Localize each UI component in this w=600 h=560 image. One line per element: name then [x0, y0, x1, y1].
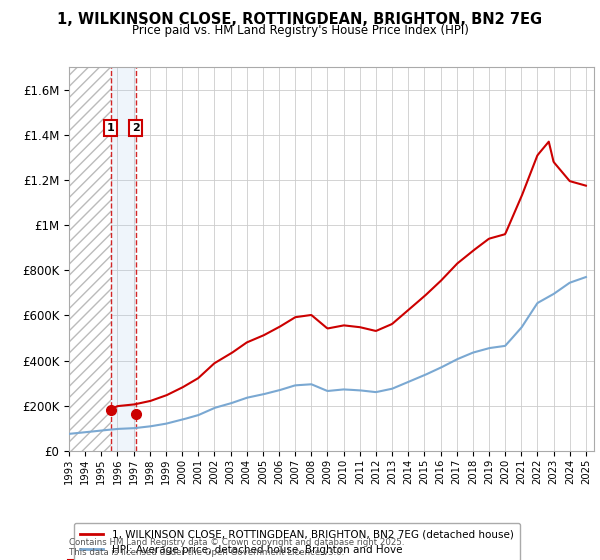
Bar	[110, 67, 136, 451]
Bar	[69, 67, 110, 451]
Text: Contains HM Land Registry data © Crown copyright and database right 2025.
This d: Contains HM Land Registry data © Crown c…	[69, 538, 404, 557]
Text: 2: 2	[132, 123, 140, 133]
Text: 1: 1	[107, 123, 115, 133]
Text: Price paid vs. HM Land Registry's House Price Index (HPI): Price paid vs. HM Land Registry's House …	[131, 24, 469, 37]
Text: 1, WILKINSON CLOSE, ROTTINGDEAN, BRIGHTON, BN2 7EG: 1, WILKINSON CLOSE, ROTTINGDEAN, BRIGHTO…	[58, 12, 542, 27]
Legend: 1, WILKINSON CLOSE, ROTTINGDEAN, BRIGHTON, BN2 7EG (detached house), HPI: Averag: 1, WILKINSON CLOSE, ROTTINGDEAN, BRIGHTO…	[74, 523, 520, 560]
